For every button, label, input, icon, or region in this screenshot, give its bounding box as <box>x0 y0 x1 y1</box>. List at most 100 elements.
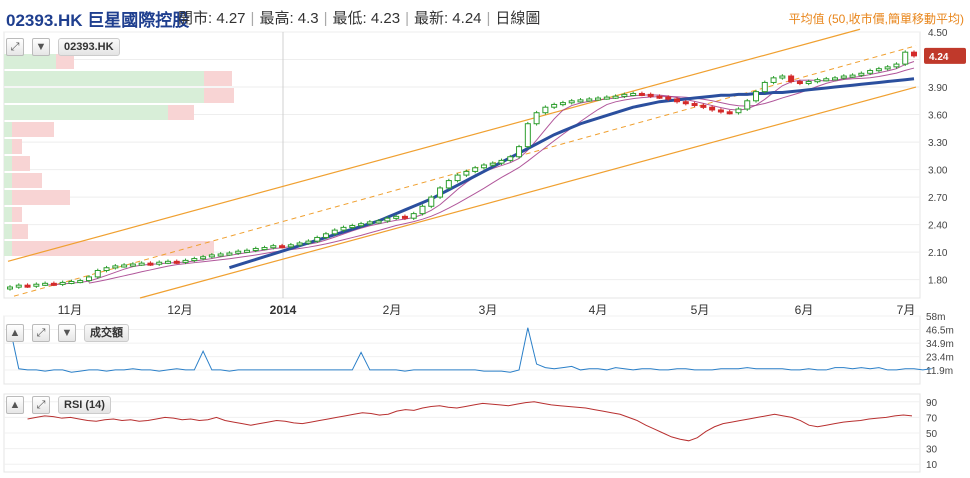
candle-body <box>349 225 356 229</box>
arrow-up-icon[interactable]: ▲ <box>6 396 24 414</box>
price-y-tick-label: 4.50 <box>928 28 948 39</box>
price-y-tick-label: 3.90 <box>928 83 948 94</box>
candle-body <box>489 162 496 166</box>
candle-body <box>112 265 119 269</box>
candle-body <box>665 96 672 100</box>
volume-profile-sell-bar <box>168 105 194 120</box>
volume-profile-buy-bar <box>4 173 12 188</box>
candle-body <box>208 254 215 258</box>
candle-body <box>647 93 654 97</box>
rsi-panel-tag: RSI (14) <box>58 396 111 414</box>
arrow-up-icon[interactable]: ▲ <box>6 324 24 342</box>
month-label: 7月 <box>897 303 916 317</box>
volume-profile-buy-bar <box>4 224 12 239</box>
candle-body <box>603 96 610 100</box>
candle-body <box>858 72 865 76</box>
open-value: 開市: 4.27 <box>178 10 246 27</box>
candle-body <box>524 123 531 148</box>
volume-profile-sell-bar <box>204 71 232 86</box>
price-y-tick-label: 2.40 <box>928 221 948 232</box>
arrow-down-icon[interactable]: ▼ <box>58 324 76 342</box>
volume-profile-buy-bar <box>4 156 12 171</box>
candle-body <box>410 213 417 219</box>
volume-y-tick-label: 23.4m <box>926 353 954 364</box>
price-y-tick-label: 1.80 <box>928 276 948 287</box>
volume-profile-sell-bar <box>12 156 30 171</box>
candle-body <box>445 180 452 189</box>
price-y-tick-label: 2.10 <box>928 248 948 259</box>
candle-body <box>129 263 136 267</box>
candle-body <box>709 106 716 111</box>
candle-body <box>252 247 259 251</box>
volume-profile-buy-bar <box>4 71 204 86</box>
rsi-y-tick-label: 10 <box>926 460 938 471</box>
candle-body <box>770 77 777 83</box>
candle-body <box>840 75 847 79</box>
volume-panel-frame <box>3 315 921 385</box>
candle-body <box>287 244 294 248</box>
candle-body <box>384 217 391 222</box>
volume-profile-sell-bar <box>12 173 42 188</box>
candle-body <box>454 174 461 182</box>
volume-profile-sell-bar <box>56 54 74 69</box>
volume-profile-buy-bar <box>4 207 12 222</box>
stock-stats: 開市: 4.27 | 最高: 4.3 | 最低: 4.23 | 最新: 4.24 | 日線圖 <box>178 10 541 27</box>
candle-body <box>884 66 891 70</box>
candle-body <box>577 99 584 103</box>
volume-y-tick-label: 34.9m <box>926 339 954 350</box>
volume-profile-buy-bar <box>4 88 204 103</box>
volume-profile-buy-bar <box>4 190 12 205</box>
month-label: 2014 <box>270 303 297 317</box>
candle-body <box>761 81 768 93</box>
candle-body <box>94 269 101 278</box>
candle-body <box>805 81 812 85</box>
expand-icon[interactable]: ⤢ <box>6 38 24 56</box>
expand-icon[interactable]: ⤢ <box>32 324 50 342</box>
volume-y-tick-label: 58m <box>926 312 945 323</box>
arrow-down-icon[interactable]: ▼ <box>32 38 50 56</box>
channel-upper-line <box>7 28 861 262</box>
candle-body <box>68 280 75 284</box>
period-label: 日線圖 <box>495 10 541 27</box>
candle-body <box>156 261 163 265</box>
candle-body <box>7 286 13 290</box>
candle-body <box>638 92 645 96</box>
candle-body <box>472 167 479 172</box>
ma-short-line <box>88 67 915 284</box>
volume-profile-sell-bar <box>12 241 214 256</box>
candle-body <box>401 215 408 219</box>
price-panel-tag: 02393.HK <box>58 38 120 56</box>
candle-body <box>823 78 830 82</box>
candle-body <box>191 258 198 262</box>
candle-body <box>428 196 435 207</box>
candle-body <box>735 108 742 114</box>
expand-icon[interactable]: ⤢ <box>32 396 50 414</box>
volume-profile-buy-bar <box>4 105 168 120</box>
candle-body <box>340 226 347 231</box>
candle-body <box>358 223 365 227</box>
candle-body <box>867 70 874 74</box>
volume-profile-sell-bar <box>12 139 22 154</box>
candle-body <box>498 159 505 164</box>
candle-body <box>322 233 329 238</box>
price-y-tick-label: 2.70 <box>928 193 948 204</box>
candle-body <box>50 282 57 286</box>
volume-profile-sell-bar <box>12 190 70 205</box>
rsi-y-tick-label: 50 <box>926 429 938 440</box>
candle-body <box>243 249 250 253</box>
candle-body <box>42 282 49 286</box>
volume-profile-buy-bar <box>4 139 12 154</box>
low-value: 最低: 4.23 <box>332 10 401 27</box>
candle-body <box>173 260 180 264</box>
candle-body <box>138 262 145 266</box>
candle-body <box>217 253 224 257</box>
candle-body <box>551 103 558 108</box>
candle-body <box>586 98 593 102</box>
candle-body <box>682 101 689 105</box>
candle-body <box>911 51 917 57</box>
candle-body <box>630 92 637 96</box>
candle-body <box>235 250 242 254</box>
candle-body <box>314 236 321 242</box>
candle-body <box>893 63 900 68</box>
